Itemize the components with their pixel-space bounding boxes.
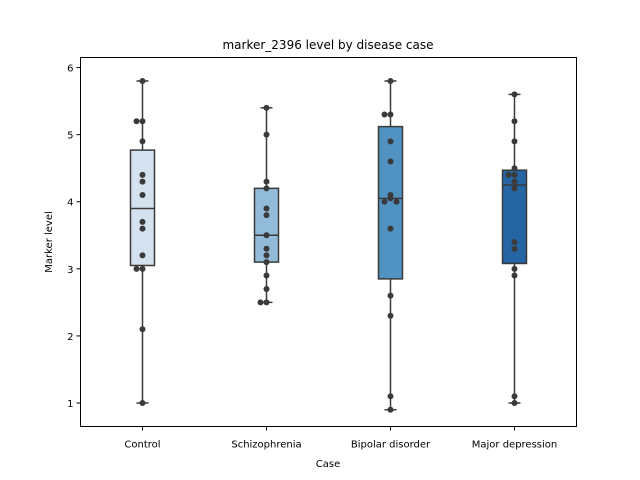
data-point [263,245,270,252]
data-point [139,252,146,259]
data-point [139,77,146,84]
data-point [511,400,518,407]
data-point [263,178,270,185]
data-point [511,178,518,185]
data-point [133,265,140,272]
y-tick-label: 2 [67,332,73,343]
data-point [511,165,518,172]
data-point [257,299,264,306]
data-point [139,218,146,225]
chart-title: marker_2396 level by disease case [222,38,433,52]
data-point [139,265,146,272]
data-point [511,272,518,279]
y-tick-label: 1 [67,399,73,410]
data-point [511,265,518,272]
y-axis-label: Marker level [44,211,55,273]
x-axis: Control Schizophrenia Bipolar disorder Majo… [124,426,558,451]
data-point [139,178,146,185]
data-point [387,158,394,165]
data-point [263,185,270,192]
data-point [511,393,518,400]
data-point [133,118,140,125]
data-point [381,111,388,118]
data-point [263,212,270,219]
y-tick-label: 6 [67,64,73,75]
x-tick-label: Bipolar disorder [351,440,431,451]
data-point [511,138,518,145]
data-point [139,192,146,199]
data-point [511,91,518,98]
y-axis: 1 2 3 4 5 6 [67,64,81,410]
data-point [381,198,388,205]
data-point [263,104,270,111]
data-point [139,400,146,407]
data-point [263,299,270,306]
data-point [387,111,394,118]
data-point [387,77,394,84]
data-point [263,205,270,212]
data-point [511,118,518,125]
x-tick-label: Schizophrenia [231,440,301,451]
data-point [139,171,146,178]
data-point [387,312,394,319]
box-group-control [129,77,156,407]
data-point [263,232,270,239]
data-point [263,285,270,292]
data-point [139,326,146,333]
data-point [511,245,518,252]
data-point [511,239,518,245]
data-point [511,185,518,192]
data-point [263,259,270,266]
data-point [387,292,394,299]
y-tick-label: 5 [67,131,73,142]
data-point [139,118,146,125]
box-group-bipolar-disorder [377,77,404,413]
x-axis-label: Case [316,459,340,470]
data-point [393,198,400,205]
plot-area [129,77,528,413]
box-group-major-depression [501,91,528,407]
box-group-schizophrenia [253,104,280,306]
data-point [511,171,518,178]
data-point [387,393,394,400]
data-point [387,138,394,145]
y-tick-label: 4 [67,198,73,209]
data-point [263,131,270,138]
plot-frame [80,57,577,427]
data-point [263,272,270,279]
x-tick-label: Control [124,440,160,451]
data-point [387,406,394,413]
y-tick-label: 3 [67,265,73,276]
data-point [139,138,146,145]
data-point [139,225,146,232]
data-point [263,252,270,259]
data-point [387,225,394,232]
x-tick-label: Major depression [472,440,558,451]
data-point [387,195,394,202]
data-point [505,171,512,178]
